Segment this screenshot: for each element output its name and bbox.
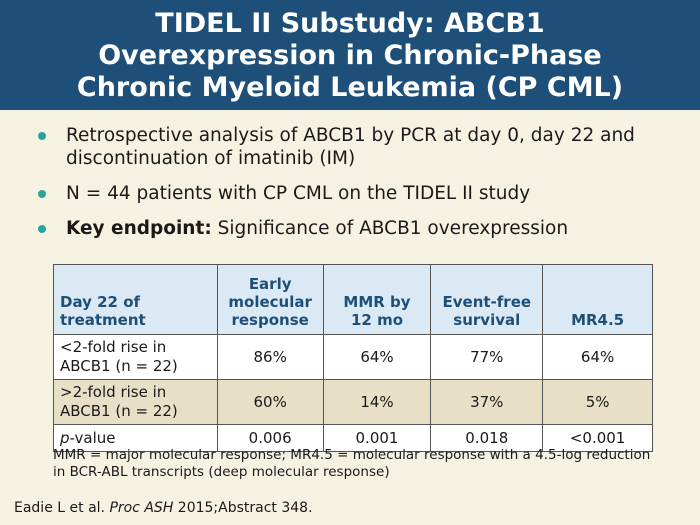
table-cell: 0.018 (430, 424, 544, 452)
table-row: p-value 0.006 0.001 0.018 <0.001 (53, 424, 653, 452)
column-header: Early molecular response (216, 264, 324, 335)
title-line-3: Chronic Myeloid Leukemia (CP CML) (76, 72, 624, 103)
table-cell: 64% (542, 334, 653, 380)
title-line-1: TIDEL II Substudy: ABCB1 (155, 8, 545, 39)
table-header-row: Day 22 of treatment Early molecular respons… (53, 264, 653, 335)
table-cell: 37% (430, 379, 544, 425)
table-cell: 5% (542, 379, 653, 425)
bullet-item: N = 44 patients with CP CML on the TIDEL… (36, 182, 676, 205)
bullet-item: Retrospective analysis of ABCB1 by PCR a… (36, 124, 676, 170)
bullet-dot-icon (38, 225, 46, 233)
table-cell: <0.001 (542, 424, 653, 452)
citation: Eadie L et al. Proc ASH 2015;Abstract 34… (14, 500, 313, 516)
bullet-dot-icon (38, 132, 46, 140)
table-cell: 0.001 (322, 424, 432, 452)
table-row: <2-fold rise in ABCB1 (n = 22) 86% 64% 77… (53, 334, 653, 380)
table-cell: 60% (216, 379, 324, 425)
slide-title: TIDEL II Substudy: ABCB1 Overexpression … (0, 0, 700, 110)
row-label: >2-fold rise in ABCB1 (n = 22) (53, 379, 218, 425)
table-footnote: MMR = major molecular response; MR4.5 = … (53, 447, 651, 480)
row-label: p-value (53, 424, 218, 452)
table-cell: 64% (322, 334, 432, 380)
results-table: Day 22 of treatment Early molecular respons… (53, 264, 653, 452)
column-header: Day 22 of treatment (53, 264, 218, 335)
title-line-2: Overexpression in Chronic-Phase (98, 40, 602, 71)
bullet-text: Retrospective analysis of ABCB1 by PCR a… (66, 125, 635, 169)
bullet-bold-text: Key endpoint: (66, 218, 212, 239)
bullet-text: Significance of ABCB1 overexpression (211, 218, 569, 239)
table-cell: 14% (322, 379, 432, 425)
bullet-list: Retrospective analysis of ABCB1 by PCR a… (36, 124, 676, 252)
column-header: Event-free survival (430, 264, 544, 335)
bullet-text: N = 44 patients with CP CML on the TIDEL… (66, 183, 531, 204)
table-cell: 86% (216, 334, 324, 380)
table-cell: 0.006 (216, 424, 324, 452)
bullet-item: Key endpoint: Significance of ABCB1 over… (36, 217, 676, 240)
bullet-dot-icon (38, 190, 46, 198)
column-header: MR4.5 (542, 264, 653, 335)
row-label: <2-fold rise in ABCB1 (n = 22) (53, 334, 218, 380)
column-header: MMR by 12 mo (322, 264, 432, 335)
table-cell: 77% (430, 334, 544, 380)
table-row: >2-fold rise in ABCB1 (n = 22) 60% 14% 37… (53, 379, 653, 425)
